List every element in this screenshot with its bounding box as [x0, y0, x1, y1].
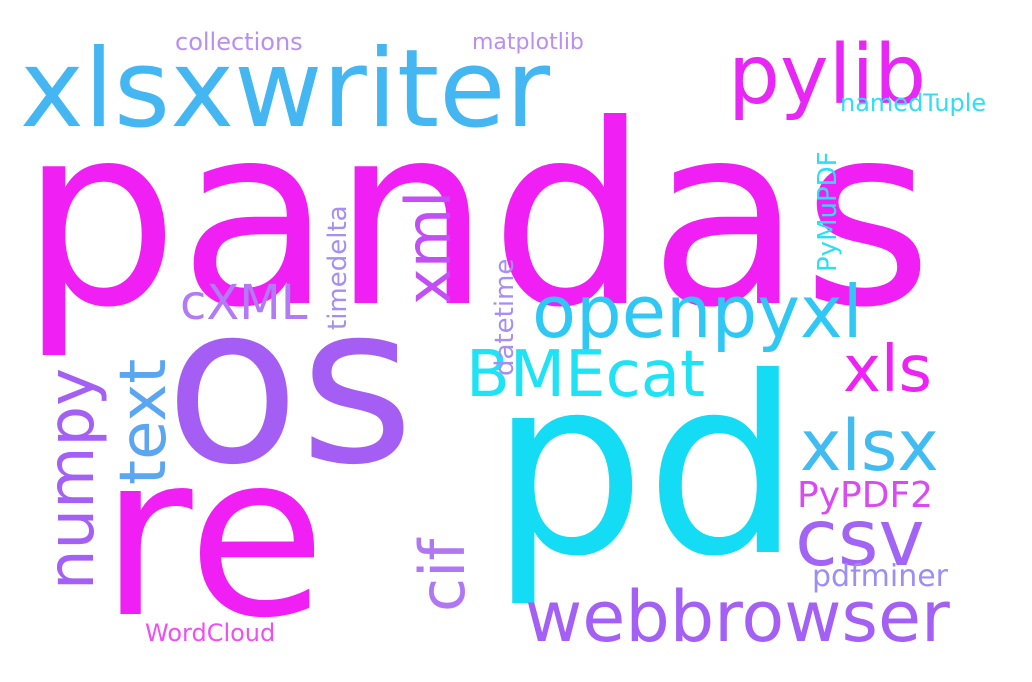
word-xml: xml — [392, 190, 465, 305]
word-csv: csv — [795, 494, 925, 584]
word-collections: collections — [175, 28, 303, 56]
word-pylib: pylib — [728, 28, 927, 123]
word-cxml: cXML — [180, 275, 308, 331]
word-xlsxwriter: xlsxwriter — [20, 27, 551, 152]
word-namedtuple: namedTuple — [840, 89, 987, 117]
word-datetime: datetime — [490, 258, 520, 376]
word-numpy: numpy — [35, 368, 109, 590]
word-timedelta: timedelta — [323, 205, 353, 330]
word-openpyxl: openpyxl — [532, 270, 863, 354]
word-pymupdf: PyMuPDF — [813, 151, 843, 272]
word-matplotlib: matplotlib — [472, 30, 584, 55]
word-pypdf2: PyPDF2 — [797, 475, 934, 516]
word-os: os — [165, 257, 415, 513]
word-wordcloud: WordCloud — [145, 619, 276, 647]
word-text: text — [107, 358, 181, 485]
word-pdfminer: pdfminer — [812, 559, 949, 594]
word-webbrowser: webbrowser — [525, 576, 950, 658]
word-pd: pd — [490, 325, 802, 610]
word-pandas: pandas — [20, 71, 933, 362]
word-bmecat: BMEcat — [466, 338, 706, 412]
word-xlsx: xlsx — [800, 405, 939, 487]
word-xls: xls — [843, 333, 932, 407]
word-cif: cif — [406, 538, 479, 612]
word-re: re — [100, 406, 326, 668]
